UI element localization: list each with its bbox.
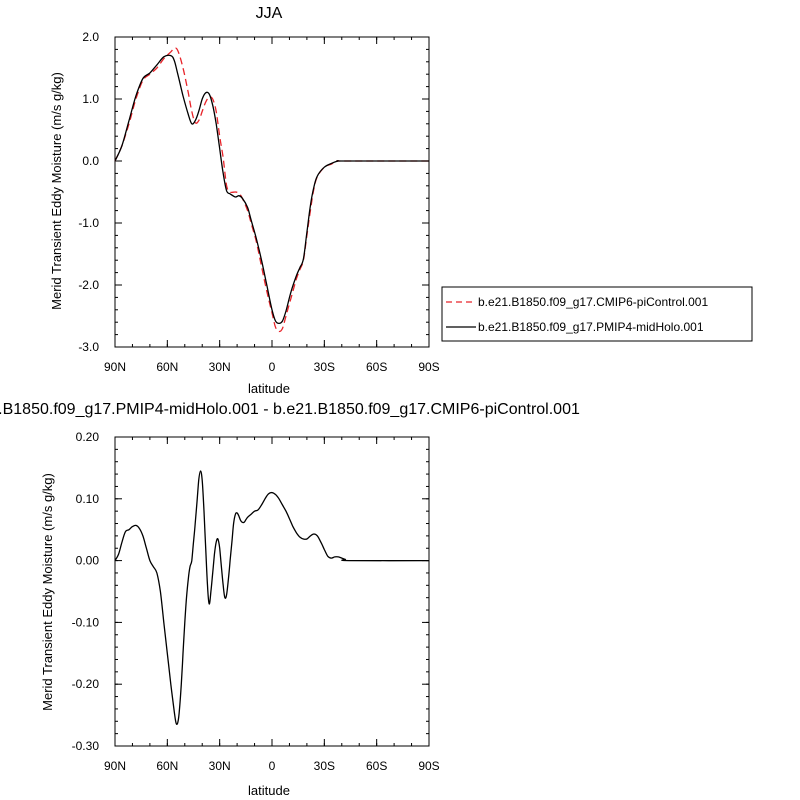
bottom-series-line-0 — [114, 470, 430, 726]
bottom-xaxis-label: latitude — [248, 783, 290, 798]
bottom-xtick-label: 0 — [269, 759, 276, 773]
legend-label-midholo: b.e21.B1850.f09_g17.PMIP4-midHolo.001 — [478, 320, 704, 334]
bottom-ytick-label: 0.00 — [76, 554, 100, 568]
top-xtick-label: 60N — [156, 360, 178, 374]
bottom-axes: 0.20 0.10 0.00 -0.10 -0.20 -0.30 90N 60N 30N 0 30S… — [72, 430, 440, 773]
legend-label-picontrol: b.e21.B1850.f09_g17.CMIP6-piControl.001 — [478, 295, 708, 309]
bottom-ytick-label: 0.10 — [76, 492, 100, 506]
bottom-ytick-label: 0.20 — [76, 430, 100, 444]
top-ytick-label: 1.0 — [82, 92, 99, 106]
bottom-ytick-label: -0.20 — [72, 677, 100, 691]
top-xtick-label: 0 — [269, 360, 276, 374]
top-chart-title: JJA — [256, 5, 283, 22]
top-xtick-label: 60S — [366, 360, 387, 374]
bottom-panel: b.e21.B1850.f09_g17.PMIP4-midHolo.001 - … — [0, 401, 580, 798]
top-xtick-label: 90S — [418, 360, 439, 374]
bottom-chart-title: b.e21.B1850.f09_g17.PMIP4-midHolo.001 - … — [0, 401, 580, 418]
top-series-line-1 — [114, 54, 429, 325]
top-ytick-label: -3.0 — [78, 340, 99, 354]
top-axes: 2.0 1.0 0.0 -1.0 -2.0 -3.0 90N 60N 30N 0 30S 60S 90S — [78, 30, 439, 374]
bottom-xtick-label: 60N — [156, 759, 178, 773]
top-ytick-label: 0.0 — [82, 154, 99, 168]
legend-box — [441, 286, 753, 342]
top-yaxis-label: Merid Transient Eddy Moisture (m/s g/kg) — [49, 72, 64, 310]
bottom-xtick-label: 30N — [209, 759, 231, 773]
bottom-xtick-label: 90S — [418, 759, 439, 773]
bottom-ytick-label: -0.10 — [72, 615, 100, 629]
bottom-plot-frame — [114, 436, 430, 747]
top-xtick-label: 30S — [314, 360, 335, 374]
bottom-ytick-label: -0.30 — [72, 739, 100, 753]
bottom-yaxis-label: Merid Transient Eddy Moisture (m/s g/kg) — [40, 473, 55, 711]
top-ytick-label: -1.0 — [78, 216, 99, 230]
top-panel: JJA 2.0 1.0 0.0 -1.0 -2.0 -3.0 90N 60N 30N 0 30S 60… — [49, 5, 440, 396]
top-xtick-label: 90N — [104, 360, 126, 374]
top-xaxis-label: latitude — [248, 381, 290, 396]
top-ytick-label: 2.0 — [82, 30, 99, 44]
legend: b.e21.B1850.f09_g17.CMIP6-piControl.001 … — [441, 286, 753, 342]
top-xtick-label: 30N — [209, 360, 231, 374]
top-series-line-0 — [114, 47, 429, 333]
top-plot-frame — [114, 36, 430, 348]
bottom-xtick-label: 30S — [314, 759, 335, 773]
bottom-xtick-label: 60S — [366, 759, 387, 773]
top-ytick-label: -2.0 — [78, 278, 99, 292]
bottom-xtick-label: 90N — [104, 759, 126, 773]
